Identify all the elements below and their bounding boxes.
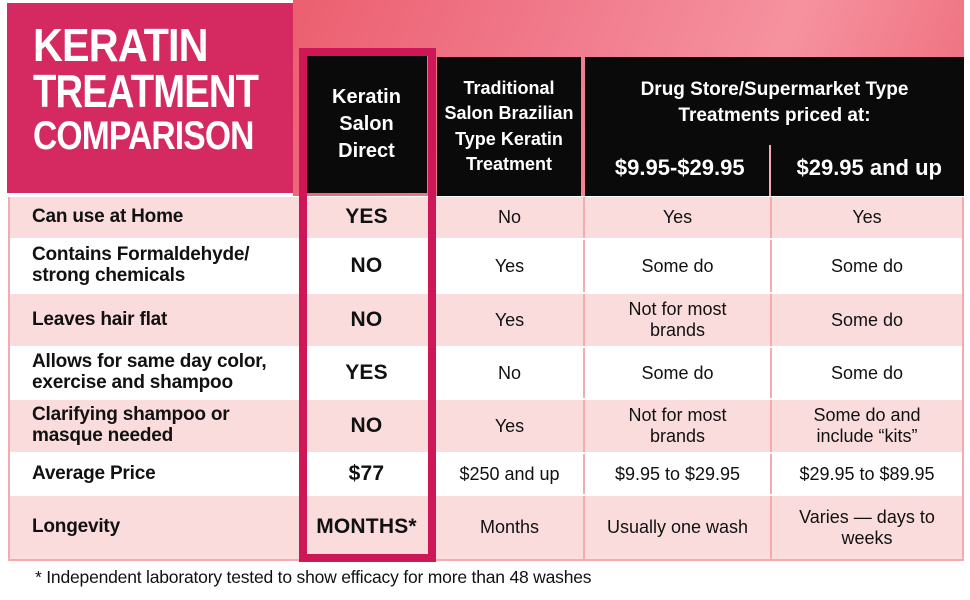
title-line-3: COMPARISON — [33, 114, 254, 158]
traditional-value: Yes — [434, 294, 583, 346]
footnote: * Independent laboratory tested to show … — [35, 567, 592, 587]
keratin-value: YES — [299, 197, 434, 238]
feature-label: Longevity — [10, 496, 299, 559]
subheader-price-low: $9.95-$29.95 — [614, 155, 745, 180]
drugstore-low-value: Yes — [583, 197, 770, 238]
feature-label: Allows for same day color, exercise and … — [10, 348, 299, 398]
title-line-1: KERATIN — [33, 19, 209, 71]
drugstore-high-value: Some do and include “kits” — [770, 400, 962, 452]
column-header-drugstore-group: Drug Store/Supermarket Type Treatments p… — [585, 57, 964, 196]
drugstore-high-value: Some do — [770, 240, 962, 292]
traditional-value: Yes — [434, 240, 583, 292]
feature-label: Average Price — [10, 454, 299, 494]
feature-label: Leaves hair flat — [10, 294, 299, 346]
title-line-2: TREATMENT — [33, 65, 259, 117]
keratin-value: NO — [299, 240, 434, 292]
column-header-traditional-salon: Traditional Salon Brazilian Type Keratin… — [437, 57, 581, 196]
keratin-value: MONTHS* — [299, 496, 434, 559]
keratin-value: NO — [299, 294, 434, 346]
drugstore-high-value: $29.95 to $89.95 — [770, 454, 962, 494]
table-row-can-use-at-home: Can use at Home YES No Yes Yes — [10, 197, 962, 238]
drugstore-group-title: Drug Store/Supermarket Type Treatments p… — [640, 79, 909, 126]
drugstore-low-value: Some do — [583, 348, 770, 398]
feature-label: Can use at Home — [10, 197, 299, 238]
traditional-value: Months — [434, 496, 583, 559]
traditional-value: No — [434, 348, 583, 398]
drugstore-low-value: Some do — [583, 240, 770, 292]
table-row-average-price: Average Price $77 $250 and up $9.95 to $… — [10, 454, 962, 494]
feature-label: Clarifying shampoo or masque needed — [10, 400, 299, 452]
table-row-formaldehyde: Contains Formaldehyde/ strong chemicals … — [10, 240, 962, 292]
keratin-value: YES — [299, 348, 434, 398]
drugstore-low-value: $9.95 to $29.95 — [583, 454, 770, 494]
keratin-value: NO — [299, 400, 434, 452]
feature-label: Contains Formaldehyde/ strong chemicals — [10, 240, 299, 292]
table-row-same-day-color: Allows for same day color, exercise and … — [10, 348, 962, 398]
drugstore-high-value: Yes — [770, 197, 962, 238]
drugstore-high-value: Varies — days to weeks — [770, 496, 962, 559]
drugstore-low-value: Not for most brands — [583, 294, 770, 346]
traditional-value: $250 and up — [434, 454, 583, 494]
traditional-value: Yes — [434, 400, 583, 452]
drugstore-high-value: Some do — [770, 348, 962, 398]
table-row-clarifying-shampoo: Clarifying shampoo or masque needed NO Y… — [10, 400, 962, 452]
comparison-table: Can use at Home YES No Yes Yes Contains … — [8, 197, 964, 561]
drugstore-low-value: Usually one wash — [583, 496, 770, 559]
traditional-value: No — [434, 197, 583, 238]
table-row-leaves-hair-flat: Leaves hair flat NO Yes Not for most bra… — [10, 294, 962, 346]
subheader-price-high: $29.95 and up — [796, 155, 942, 180]
drugstore-subcolumn-divider — [769, 145, 771, 196]
table-row-longevity: Longevity MONTHS* Months Usually one was… — [10, 496, 962, 559]
drugstore-low-value: Not for most brands — [583, 400, 770, 452]
drugstore-price-subheaders: $9.95-$29.95 $29.95 and up — [585, 140, 964, 196]
drugstore-high-value: Some do — [770, 294, 962, 346]
keratin-value: $77 — [299, 454, 434, 494]
title-block: KERATIN TREATMENT COMPARISON — [7, 3, 293, 193]
column-header-keratin-salon-direct: Keratin Salon Direct — [306, 55, 427, 193]
